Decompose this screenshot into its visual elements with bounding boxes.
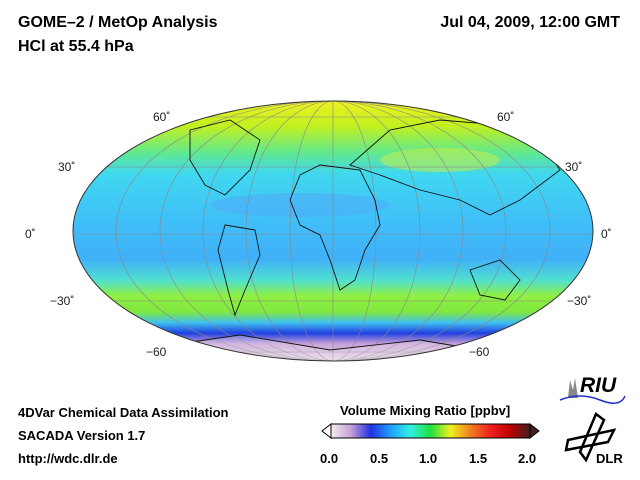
lat-label-right: 0˚ [601, 227, 612, 241]
lat-label-left: 30˚ [58, 160, 76, 174]
footer-line1: 4DVar Chemical Data Assimilation [18, 405, 229, 420]
colorbar-tick: 0.0 [320, 451, 339, 466]
footer-line2: SACADA Version 1.7 [18, 428, 146, 443]
datetime: Jul 04, 2009, 12:00 GMT [440, 14, 620, 31]
title-line1: GOME–2 / MetOp Analysis [18, 14, 218, 31]
colorbar-tick: 2.0 [518, 451, 537, 466]
lat-label-right: 30˚ [565, 160, 583, 174]
lat-label-right: 60˚ [497, 110, 515, 124]
colorbar-tick: 1.0 [419, 451, 438, 466]
title-line2: HCl at 55.4 hPa [18, 38, 134, 55]
lat-label-right: −30˚ [567, 294, 592, 308]
lat-label-right: −60 [469, 345, 490, 359]
lat-label-left: 60˚ [153, 110, 171, 124]
map-border [72, 100, 594, 362]
lat-label-left: −60 [146, 345, 167, 359]
colorbar-title: Volume Mixing Ratio [ppbv] [340, 403, 511, 418]
lat-label-left: 0˚ [25, 227, 36, 241]
dlr-logo-text: DLR [596, 451, 623, 466]
colorbar-tick: 0.5 [370, 451, 389, 466]
lat-label-left: −30˚ [50, 294, 75, 308]
riu-logo-text: RIU [580, 374, 617, 397]
footer-url[interactable]: http://wdc.dlr.de [18, 451, 118, 466]
colorbar-tick: 1.5 [469, 451, 488, 466]
graticule [73, 101, 593, 361]
